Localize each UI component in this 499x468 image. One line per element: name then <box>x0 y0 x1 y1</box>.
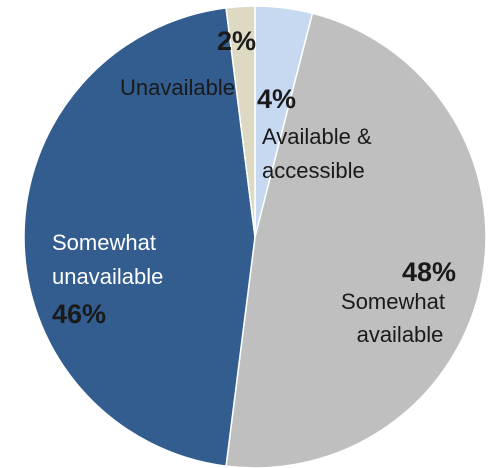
slice-label-somewhat-available-line1: Somewhat <box>341 289 445 314</box>
pct-label-somewhat-available: 48% <box>402 257 457 287</box>
slice-label-unavailable: Unavailable <box>120 75 235 100</box>
pie-slice-somewhat-unavailable <box>23 6 256 468</box>
pct-label-somewhat-unavailable: 46% <box>52 299 107 329</box>
slice-label-somewhat-unavailable-line1: Somewhat <box>52 230 156 255</box>
pie-slice-unavailable <box>225 5 256 238</box>
pct-label-unavailable: 2% <box>217 26 257 56</box>
slice-label-somewhat-unavailable-line2: unavailable <box>52 264 164 289</box>
slice-label-somewhat-available-line2: available <box>356 322 444 347</box>
pct-label-available-accessible: 4% <box>257 84 297 114</box>
slice-label-available-accessible-line1: Available & <box>262 124 372 149</box>
pie-slice-somewhat-available <box>225 12 487 468</box>
slice-label-available-accessible-line2: accessible <box>262 158 365 183</box>
